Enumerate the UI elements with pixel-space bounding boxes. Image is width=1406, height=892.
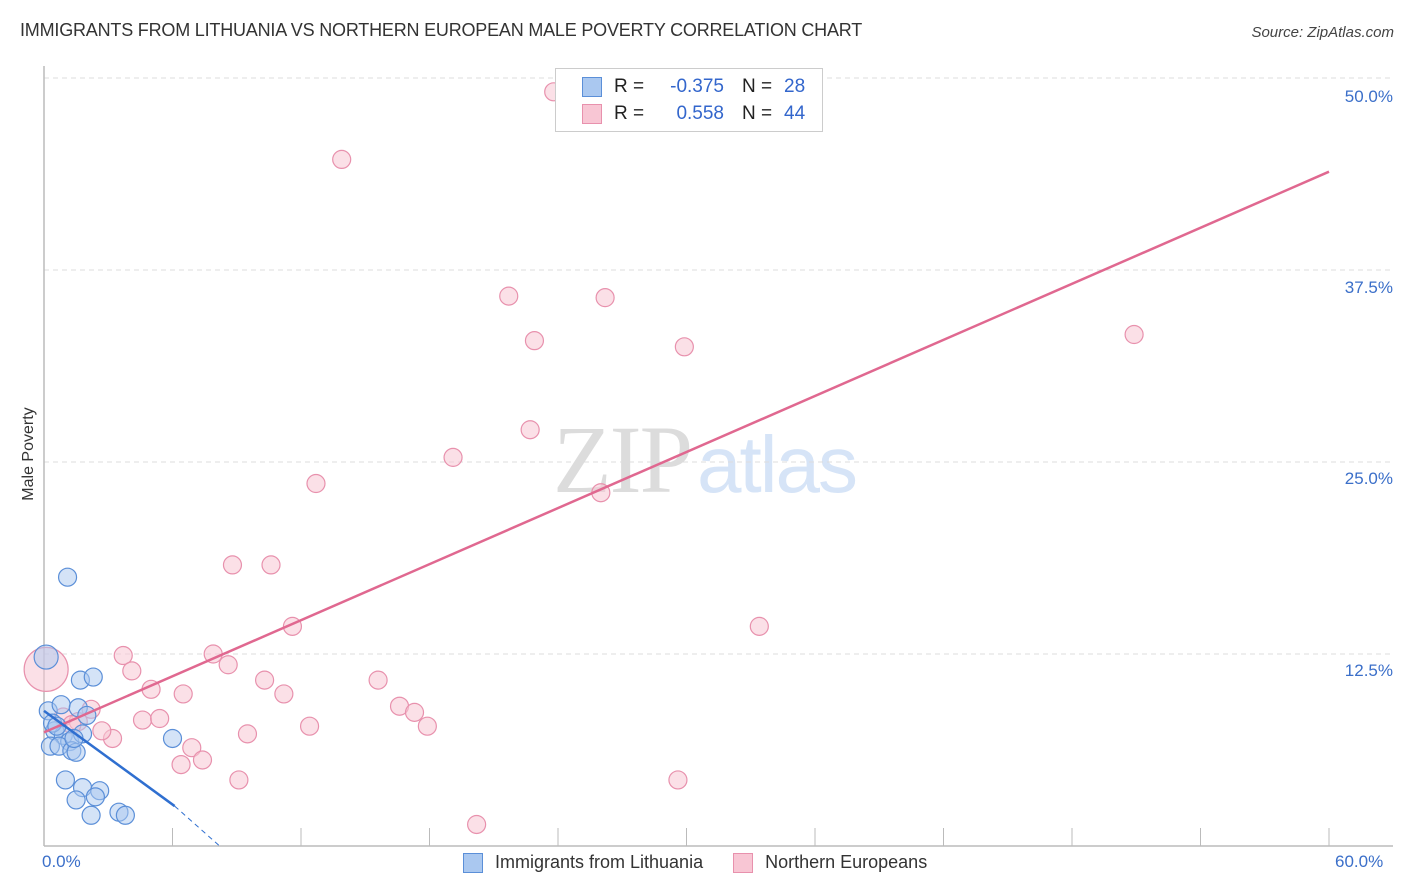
data-point-northern-europeans bbox=[132, 710, 153, 730]
data-point-northern-europeans bbox=[499, 286, 519, 306]
data-point-northern-europeans bbox=[113, 645, 133, 666]
data-point-northern-europeans bbox=[299, 716, 320, 736]
y-tick-37-5: 37.5% bbox=[1344, 278, 1393, 297]
data-point-northern-europeans bbox=[467, 814, 487, 835]
series-lithuania-points bbox=[33, 567, 183, 825]
data-point-lithuania bbox=[85, 787, 106, 807]
data-point-northern-europeans bbox=[261, 555, 281, 575]
data-point-northern-europeans bbox=[171, 754, 191, 775]
trend-line-northern-europeans bbox=[43, 170, 1330, 734]
gridlines bbox=[44, 77, 1393, 655]
data-point-northern-europeans bbox=[668, 770, 688, 790]
chart-title: IMMIGRANTS FROM LITHUANIA VS NORTHERN EU… bbox=[20, 20, 863, 40]
data-point-lithuania bbox=[33, 644, 59, 670]
data-point-northern-europeans bbox=[222, 555, 243, 575]
n-label: N = bbox=[742, 103, 773, 124]
data-point-northern-europeans bbox=[192, 750, 213, 770]
legend-swatch-blue bbox=[582, 77, 602, 97]
legend-item-lithuania[interactable]: Immigrants from Lithuania bbox=[463, 852, 703, 873]
data-point-northern-europeans bbox=[749, 616, 769, 636]
data-point-northern-europeans bbox=[237, 724, 258, 744]
legend-swatch-blue bbox=[463, 852, 483, 873]
data-point-northern-europeans bbox=[274, 684, 294, 704]
data-point-northern-europeans bbox=[443, 447, 463, 467]
data-point-northern-europeans bbox=[229, 770, 249, 790]
data-point-northern-europeans bbox=[524, 331, 545, 351]
r-value: 0.558 bbox=[676, 103, 724, 124]
source-label: Source: ZipAtlas.com bbox=[1251, 24, 1394, 41]
data-point-northern-europeans bbox=[674, 337, 694, 357]
r-label: R = bbox=[614, 103, 645, 124]
legend-item-northern-europeans[interactable]: Northern Europeans bbox=[733, 852, 927, 873]
data-point-northern-europeans bbox=[218, 655, 238, 675]
data-point-northern-europeans bbox=[417, 716, 437, 736]
trend-line-lithuania bbox=[43, 709, 176, 808]
trend-lines bbox=[43, 170, 1330, 847]
legend-swatch-pink bbox=[582, 104, 602, 124]
data-point-lithuania bbox=[57, 567, 78, 587]
legend-swatch-pink bbox=[733, 852, 754, 873]
correlation-legend: R = -0.375 N = 28 R = 0.558 N = 44 bbox=[555, 68, 823, 132]
series-legend: Immigrants from Lithuania Northern Europ… bbox=[463, 852, 957, 873]
data-point-northern-europeans bbox=[122, 661, 142, 681]
n-value: 44 bbox=[784, 103, 806, 124]
data-point-northern-europeans bbox=[368, 670, 388, 690]
data-point-northern-europeans bbox=[595, 288, 615, 308]
data-point-lithuania bbox=[115, 805, 135, 825]
data-point-lithuania bbox=[55, 770, 76, 790]
data-point-northern-europeans bbox=[92, 721, 112, 741]
y-tick-12-5: 12.5% bbox=[1344, 661, 1393, 680]
trend-line-lithuania-extension bbox=[174, 805, 220, 847]
data-point-northern-europeans bbox=[1124, 324, 1144, 345]
data-point-lithuania bbox=[81, 805, 101, 825]
r-label: R = bbox=[614, 76, 645, 97]
data-point-lithuania bbox=[162, 728, 183, 749]
x-tick-60: 60.0% bbox=[1335, 852, 1384, 871]
series-northern-europeans-points bbox=[23, 82, 1144, 835]
legend-row-lithuania: R = -0.375 N = 28 bbox=[582, 75, 805, 99]
legend-label-northern-europeans: Northern Europeans bbox=[765, 852, 928, 872]
data-point-northern-europeans bbox=[332, 149, 352, 170]
n-label: N = bbox=[742, 76, 773, 97]
data-point-lithuania bbox=[83, 667, 103, 687]
data-point-northern-europeans bbox=[520, 420, 540, 440]
legend-row-northern-europeans: R = 0.558 N = 44 bbox=[582, 102, 805, 126]
data-point-northern-europeans bbox=[150, 708, 170, 729]
data-point-northern-europeans bbox=[404, 702, 425, 722]
r-value: -0.375 bbox=[670, 76, 724, 97]
data-point-northern-europeans bbox=[254, 670, 275, 690]
data-point-northern-europeans bbox=[306, 473, 326, 494]
y-tick-50: 50.0% bbox=[1344, 87, 1393, 106]
x-tick-0: 0.0% bbox=[42, 852, 81, 871]
data-point-northern-europeans bbox=[173, 684, 193, 704]
data-point-lithuania bbox=[66, 790, 86, 810]
y-tick-25: 25.0% bbox=[1344, 469, 1393, 488]
legend-label-lithuania: Immigrants from Lithuania bbox=[495, 852, 704, 872]
n-value: 28 bbox=[784, 76, 806, 97]
data-point-lithuania bbox=[51, 695, 71, 715]
data-point-northern-europeans bbox=[182, 738, 202, 758]
